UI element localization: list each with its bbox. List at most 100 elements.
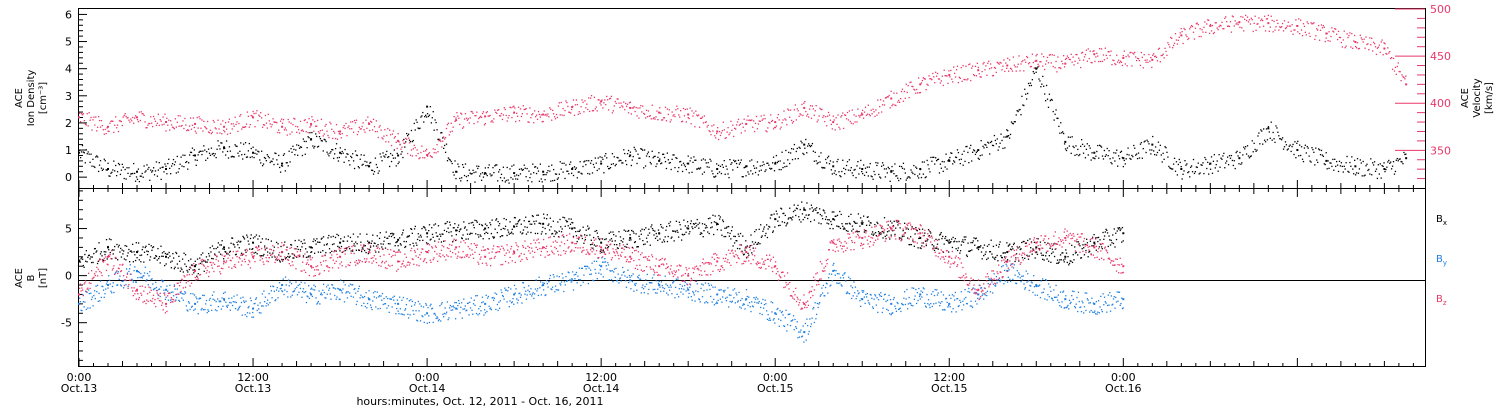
data-point [1267,126,1270,128]
data-point [1303,25,1306,28]
data-point [1263,139,1266,141]
data-point [741,176,743,178]
data-point [569,227,571,229]
data-point [244,126,247,128]
data-point [770,168,772,170]
data-point [670,237,672,239]
data-point [1160,54,1162,57]
data-point [553,116,556,118]
data-point [343,236,346,238]
data-point [1275,26,1277,28]
data-point [1152,54,1154,56]
data-point [1120,61,1123,63]
data-point [351,240,353,243]
data-point [589,97,592,99]
data-point [410,228,413,230]
data-point [279,171,282,173]
data-point [903,90,906,93]
data-point [431,227,433,229]
data-point [1066,261,1068,264]
data-point [411,140,414,143]
data-point [506,234,508,237]
data-point [694,126,696,128]
data-point [982,145,984,147]
data-point [1063,66,1066,68]
data-point [218,251,220,253]
data-point [1071,244,1073,247]
data-point [245,123,248,125]
data-point [433,129,435,131]
data-point [1019,248,1021,251]
data-point [172,295,175,297]
data-point [654,155,656,158]
data-point [669,221,672,223]
data-point [1396,157,1398,160]
data-point [1230,154,1233,157]
data-point [149,259,151,261]
data-point [721,130,724,132]
data-point [1057,262,1059,264]
data-point [862,164,865,166]
data-point [649,161,651,164]
data-point [1400,80,1402,82]
data-point [651,224,653,226]
data-point [1098,157,1100,159]
data-point [155,281,157,284]
data-point [1238,21,1240,24]
data-point [814,110,816,112]
data-point [977,246,980,249]
data-point [371,169,374,172]
data-point [281,122,284,124]
data-point [81,114,84,116]
data-point [693,156,695,158]
data-point [628,155,631,158]
data-point [152,246,154,249]
data-point [1199,172,1201,174]
data-point [674,166,676,169]
data-point [430,156,432,158]
data-point [554,230,556,232]
data-point [1100,146,1103,148]
data-point [316,119,319,122]
data-point [1309,160,1311,162]
data-point [792,120,795,123]
data-point [513,172,516,175]
data-point [832,228,834,230]
data-point [1109,158,1111,160]
data-point [507,231,510,233]
data-point [833,172,835,174]
data-point [1273,20,1275,23]
data-point [737,118,740,121]
data-point [720,172,723,175]
data-point [469,232,472,234]
data-point [518,168,521,171]
data-point [1016,66,1018,68]
data-point [116,171,119,173]
data-point [757,123,760,125]
data-point [78,302,80,305]
data-point [921,79,924,82]
data-point [319,251,322,253]
data-point [685,121,687,123]
data-point [91,129,93,131]
data-point [107,245,109,248]
data-point [421,145,423,147]
data-point [189,117,192,119]
data-point [284,127,287,129]
data-point [944,75,946,77]
data-point [1108,51,1110,53]
data-point [530,117,532,119]
data-point [94,297,96,300]
data-point [804,100,806,103]
data-point [331,148,333,151]
data-point [1110,161,1112,164]
data-point [507,179,509,181]
data-point [398,161,400,163]
data-point [721,219,724,221]
data-point [385,231,387,233]
data-point [105,288,107,290]
data-point [386,150,388,153]
data-point [996,254,998,257]
data-point [518,120,521,122]
data-point [705,225,707,227]
